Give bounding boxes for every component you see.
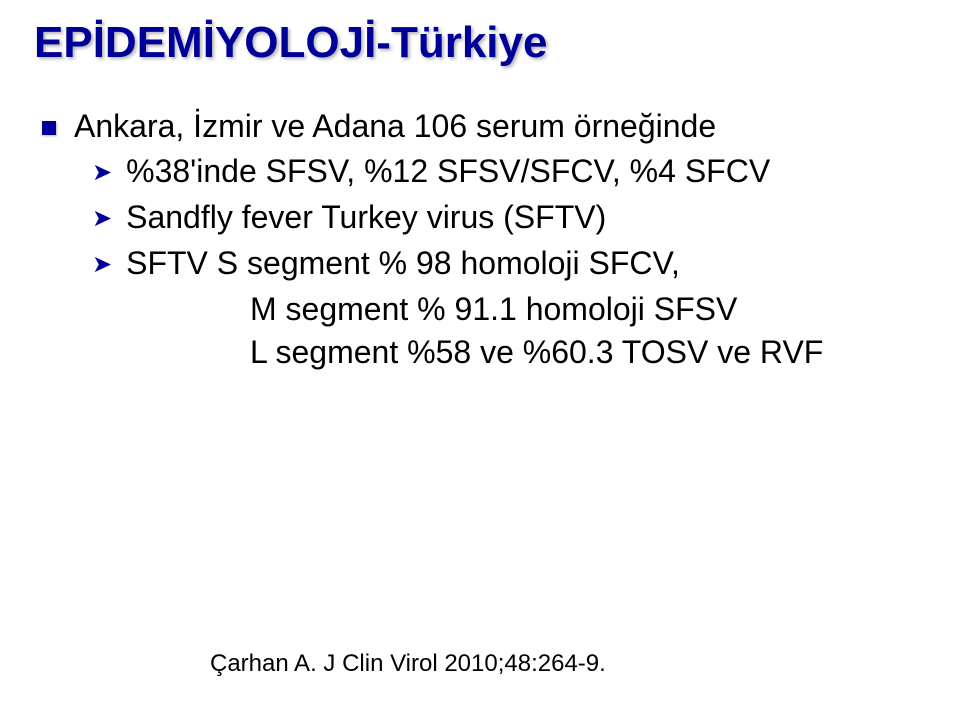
bullet-level2-text: %38'inde SFSV, %12 SFSV/SFCV, %4 SFCV: [126, 153, 770, 190]
slide-title: EPİDEMİYOLOJİ-Türkiye: [34, 18, 930, 68]
bullet-level2-text: Sandfly fever Turkey virus (SFTV): [126, 199, 606, 236]
bullet-level1-text: Ankara, İzmir ve Adana 106 serum örneğin…: [74, 108, 716, 145]
continuation-line: L segment %58 ve %60.3 TOSV ve RVF: [250, 334, 930, 371]
chevron-right-icon: ➤: [92, 153, 112, 193]
continuation-line: M segment % 91.1 homoloji SFSV: [250, 291, 930, 328]
bullet-level2-text: SFTV S segment % 98 homoloji SFCV,: [126, 245, 680, 282]
bullet-level1: Ankara, İzmir ve Adana 106 serum örneğin…: [42, 108, 930, 145]
chevron-right-icon: ➤: [92, 199, 112, 239]
bullet-level2: ➤ %38'inde SFSV, %12 SFSV/SFCV, %4 SFCV: [92, 153, 930, 193]
bullet-level2: ➤ Sandfly fever Turkey virus (SFTV): [92, 199, 930, 239]
bullet-level2: ➤ SFTV S segment % 98 homoloji SFCV,: [92, 245, 930, 285]
chevron-right-icon: ➤: [92, 245, 112, 285]
square-bullet-icon: [42, 121, 56, 135]
citation-text: Çarhan A. J Clin Virol 2010;48:264-9.: [210, 650, 606, 678]
slide: EPİDEMİYOLOJİ-Türkiye Ankara, İzmir ve A…: [0, 0, 960, 702]
